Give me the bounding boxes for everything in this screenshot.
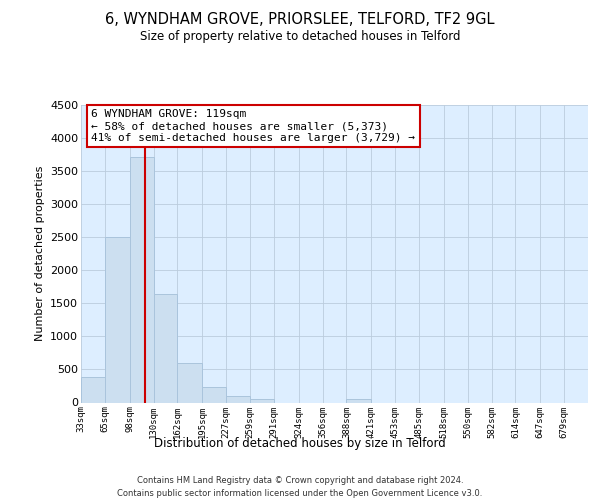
Text: Size of property relative to detached houses in Telford: Size of property relative to detached ho… bbox=[140, 30, 460, 43]
Bar bbox=[202, 386, 226, 402]
Text: 6 WYNDHAM GROVE: 119sqm
← 58% of detached houses are smaller (5,373)
41% of semi: 6 WYNDHAM GROVE: 119sqm ← 58% of detache… bbox=[91, 110, 415, 142]
Bar bbox=[105, 237, 130, 402]
Bar bbox=[81, 378, 105, 402]
Bar bbox=[130, 156, 154, 402]
Bar bbox=[154, 294, 178, 403]
Y-axis label: Number of detached properties: Number of detached properties bbox=[35, 166, 44, 342]
Bar bbox=[250, 399, 274, 402]
Bar bbox=[346, 399, 371, 402]
Text: Distribution of detached houses by size in Telford: Distribution of detached houses by size … bbox=[154, 438, 446, 450]
Text: 6, WYNDHAM GROVE, PRIORSLEE, TELFORD, TF2 9GL: 6, WYNDHAM GROVE, PRIORSLEE, TELFORD, TF… bbox=[105, 12, 495, 28]
Bar bbox=[226, 396, 250, 402]
Text: Contains public sector information licensed under the Open Government Licence v3: Contains public sector information licen… bbox=[118, 489, 482, 498]
Bar bbox=[178, 363, 202, 403]
Text: Contains HM Land Registry data © Crown copyright and database right 2024.: Contains HM Land Registry data © Crown c… bbox=[137, 476, 463, 485]
